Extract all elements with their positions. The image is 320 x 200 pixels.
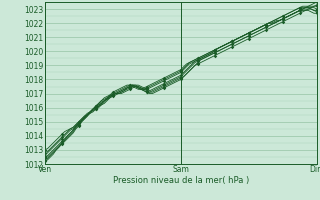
X-axis label: Pression niveau de la mer( hPa ): Pression niveau de la mer( hPa ) [113,176,249,185]
